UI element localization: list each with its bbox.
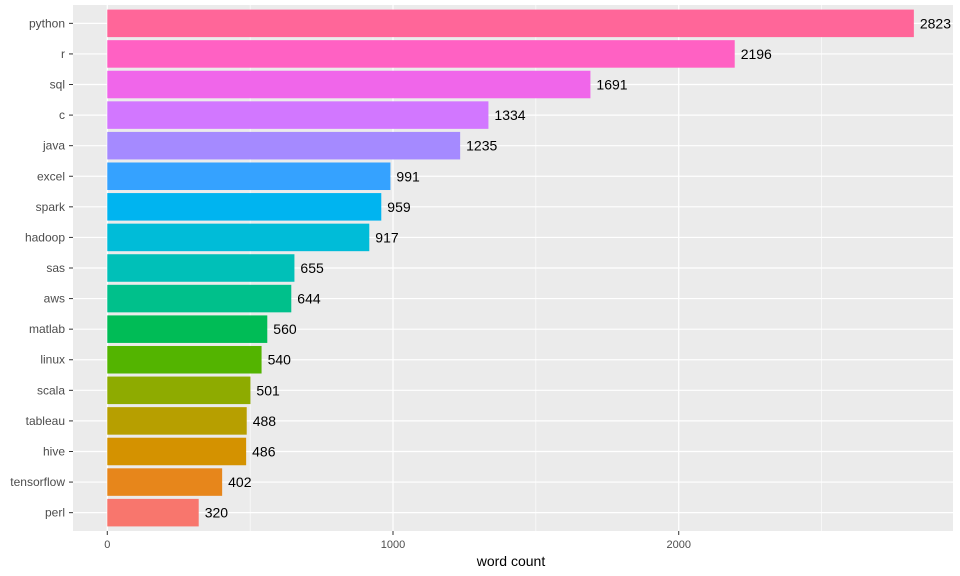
x-tick-label: 0: [104, 539, 110, 551]
y-tick-label-sas: sas: [46, 261, 65, 275]
bar-r: [107, 40, 735, 68]
y-tick-label-perl: perl: [45, 506, 65, 520]
value-label-hadoop: 917: [375, 229, 399, 245]
bar-hive: [107, 437, 247, 466]
y-tick-label-tensorflow: tensorflow: [10, 475, 65, 489]
bar-hadoop: [107, 223, 370, 252]
y-tick-label-hive: hive: [43, 444, 65, 458]
value-label-sql: 1691: [596, 77, 627, 93]
bar-aws: [107, 284, 292, 313]
bar-matlab: [107, 315, 268, 343]
y-tick-label-python: python: [29, 16, 65, 30]
value-label-r: 2196: [741, 46, 772, 62]
y-axis: python r sql c java excel spark hadoop sas aws mat…: [10, 16, 73, 520]
y-tick-label-aws: aws: [44, 292, 65, 306]
y-tick-label-spark: spark: [36, 200, 66, 214]
value-label-hive: 486: [252, 443, 276, 459]
value-label-matlab: 560: [273, 321, 297, 337]
bar-excel: [107, 162, 391, 191]
bar-c: [107, 101, 489, 129]
y-tick-label-c: c: [59, 108, 65, 122]
value-label-sas: 655: [300, 260, 324, 276]
value-label-linux: 540: [268, 352, 292, 368]
y-tick-label-linux: linux: [40, 353, 65, 367]
bar-spark: [107, 193, 382, 221]
bar-sas: [107, 254, 295, 282]
y-tick-label-scala: scala: [37, 383, 65, 397]
value-label-spark: 959: [387, 199, 411, 215]
x-tick-label: 1000: [381, 539, 405, 551]
y-tick-label-r: r: [61, 47, 65, 61]
value-label-excel: 991: [396, 168, 420, 184]
value-label-tensorflow: 402: [228, 474, 252, 490]
value-label-java: 1235: [466, 138, 497, 154]
value-label-scala: 501: [256, 382, 280, 398]
x-tick-label: 2000: [666, 539, 690, 551]
value-label-c: 1334: [494, 107, 525, 123]
bar-java: [107, 131, 461, 160]
bar-sql: [107, 70, 591, 99]
value-label-python: 2823: [920, 15, 951, 31]
bar-perl: [107, 498, 199, 527]
bar-python: [107, 9, 914, 38]
x-axis-title: word count: [476, 553, 546, 569]
value-label-tableau: 488: [253, 413, 277, 429]
bars: [107, 9, 914, 527]
value-label-perl: 320: [205, 505, 229, 521]
y-tick-label-hadoop: hadoop: [25, 230, 65, 244]
y-tick-label-matlab: matlab: [29, 322, 65, 336]
y-tick-label-excel: excel: [37, 169, 65, 183]
bar-scala: [107, 376, 251, 405]
y-tick-label-java: java: [42, 139, 65, 153]
bar-linux: [107, 345, 262, 374]
y-tick-label-tableau: tableau: [26, 414, 65, 428]
x-axis: 0 1000 2000: [104, 531, 691, 551]
value-label-aws: 644: [297, 291, 321, 307]
y-tick-label-sql: sql: [50, 78, 65, 92]
bar-tableau: [107, 407, 247, 435]
bar-tensorflow: [107, 468, 223, 496]
